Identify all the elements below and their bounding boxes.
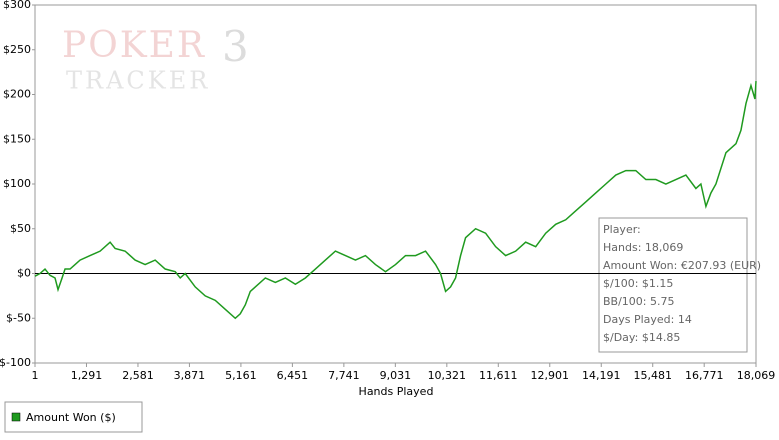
x-tick-label: 11,611	[479, 369, 518, 382]
x-tick-label: 14,191	[582, 369, 621, 382]
x-tick-label: 1	[32, 369, 39, 382]
x-tick-label: 16,771	[685, 369, 724, 382]
y-tick-label: $300	[3, 0, 31, 11]
watermark-word: TRACKER	[66, 67, 210, 95]
tooltip-line: Player:	[603, 223, 641, 236]
x-tick-label: 15,481	[633, 369, 672, 382]
y-tick-label: $250	[3, 43, 31, 56]
x-tick-label: 2,581	[122, 369, 154, 382]
y-tick-label: $200	[3, 88, 31, 101]
tooltip-line: BB/100: 5.75	[603, 295, 675, 308]
legend-label: Amount Won ($)	[26, 411, 116, 424]
y-tick-label: $-50	[6, 311, 31, 324]
x-tick-label: 9,031	[380, 369, 412, 382]
watermark-digit: 3	[222, 22, 249, 71]
tooltip-line: Days Played: 14	[603, 313, 692, 326]
x-axis-label: Hands Played	[359, 385, 434, 398]
x-tick-label: 7,741	[328, 369, 360, 382]
tooltip-line: $/100: $1.15	[603, 277, 673, 290]
y-tick-label: $50	[10, 222, 31, 235]
x-tick-label: 1,291	[71, 369, 103, 382]
y-tick-label: $0	[17, 267, 31, 280]
x-tick-label: 5,161	[225, 369, 257, 382]
y-tick-label: $100	[3, 177, 31, 190]
x-tick-label: 3,871	[174, 369, 206, 382]
tooltip-line: Hands: 18,069	[603, 241, 683, 254]
tooltip	[598, 217, 748, 353]
x-tick-label: 6,451	[277, 369, 309, 382]
x-tick-label: 10,321	[428, 369, 467, 382]
tooltip-line: Amount Won: €207.93 (EUR)	[603, 259, 761, 272]
tooltip-line: $/Day: $14.85	[603, 331, 680, 344]
y-tick-label: $-100	[0, 356, 31, 369]
legend	[4, 401, 143, 433]
data-line	[34, 81, 757, 320]
x-tick-label: 18,069	[737, 369, 776, 382]
watermark-word: POKER	[62, 25, 206, 66]
y-tick-label: $150	[3, 132, 31, 145]
legend-swatch	[11, 412, 21, 422]
x-tick-label: 12,901	[531, 369, 570, 382]
